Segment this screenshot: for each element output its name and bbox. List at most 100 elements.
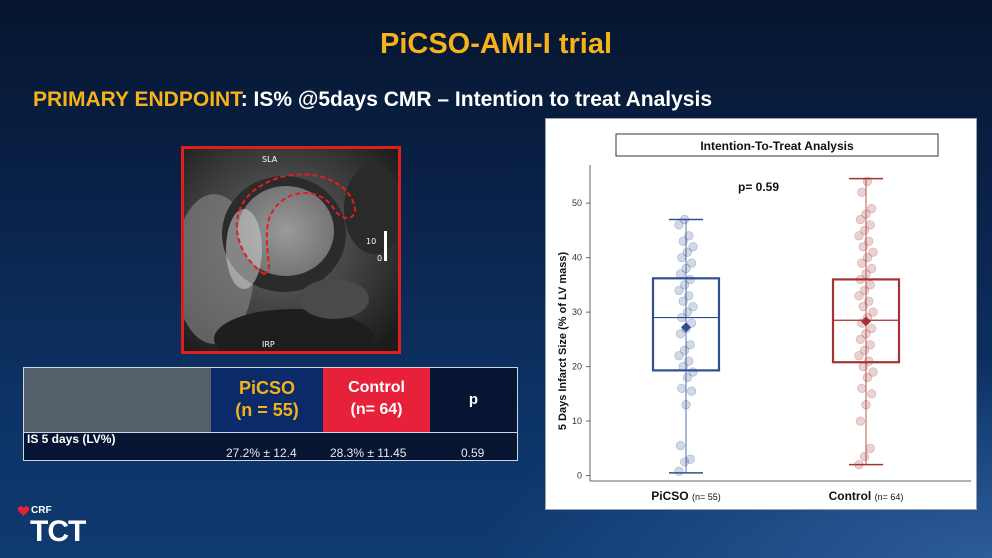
table-header-p: p	[468, 391, 479, 408]
data-point	[674, 220, 684, 230]
data-point	[675, 440, 685, 451]
data-point	[682, 247, 692, 257]
y-axis-label: 5 Days Infarct Size (% of LV mass)	[557, 252, 569, 431]
data-point	[674, 285, 684, 295]
boxplot-chart: Intention-To-Treat Analysis p= 0.59 5 Da…	[545, 118, 977, 510]
crf-text: CRF	[31, 505, 52, 516]
data-point	[681, 263, 691, 274]
data-point	[862, 253, 873, 263]
table-header-picso: PiCSO (n = 55)	[211, 368, 323, 432]
data-point	[675, 329, 685, 339]
data-point	[860, 345, 870, 355]
data-point	[868, 367, 878, 377]
series-picso	[651, 214, 721, 476]
data-point	[688, 302, 698, 312]
mri-label-bottom: IRP	[262, 340, 275, 349]
data-point	[854, 460, 864, 470]
tct-text: TCT	[30, 515, 86, 548]
data-point	[861, 329, 871, 339]
data-point	[861, 209, 871, 219]
data-point	[857, 383, 867, 393]
data-point	[867, 263, 877, 274]
data-point	[682, 372, 692, 383]
data-point	[682, 307, 692, 317]
data-point	[680, 214, 690, 225]
data-point	[862, 176, 873, 186]
infarct-contour	[235, 173, 356, 276]
series-control	[831, 176, 901, 470]
chart-title: Intention-To-Treat Analysis	[700, 139, 854, 153]
data-point	[685, 340, 695, 350]
results-table: PiCSO (n = 55) Control (n= 64) p IS 5 da…	[23, 367, 518, 461]
data-point	[867, 323, 877, 334]
subtitle-accent: PRIMARY ENDPOINT	[33, 88, 241, 111]
cmr-heart-image: SLA IRP 10 0	[184, 149, 398, 351]
chart-p-annotation: p= 0.59	[738, 180, 779, 194]
table-cell-control: 28.3% ± 11.45	[330, 446, 407, 460]
subtitle-rest: : IS% @5days CMR – Intention to treat An…	[240, 88, 712, 111]
mri-scale-top: 10	[366, 237, 376, 246]
data-point	[674, 466, 684, 476]
x-tick-label: PiCSO (n= 55)	[651, 489, 720, 503]
data-point	[855, 214, 866, 225]
data-point	[854, 291, 864, 301]
y-tick-label: 30	[572, 307, 582, 317]
table-corner-cell	[24, 368, 211, 432]
data-point	[868, 247, 878, 257]
data-point	[678, 236, 688, 246]
control-header-n: (n= 64)	[350, 401, 403, 418]
table-cell-picso: 27.2% ± 12.4	[226, 446, 297, 460]
x-tick-label: Control (n= 64)	[829, 489, 904, 503]
data-point	[687, 386, 697, 396]
picso-header-n: (n = 55)	[235, 400, 299, 420]
table-cell-p: 0.59	[461, 446, 485, 460]
picso-header-name: PiCSO	[238, 378, 295, 398]
data-point	[864, 236, 874, 246]
y-tick-label: 20	[572, 362, 582, 372]
slide-title: PiCSO-AMI-I trial	[379, 28, 612, 60]
mri-label-top: SLA	[262, 155, 278, 164]
table-header-control: Control (n= 64)	[323, 368, 430, 432]
y-tick-label: 40	[572, 253, 582, 263]
box	[651, 277, 721, 372]
data-point	[687, 258, 697, 268]
data-point	[684, 231, 694, 241]
cmr-image: SLA IRP 10 0	[181, 146, 401, 354]
data-point	[860, 225, 870, 235]
crf-heart-icon	[17, 506, 30, 516]
data-point	[855, 416, 866, 426]
data-point	[858, 242, 868, 252]
data-point	[854, 231, 864, 241]
y-tick-label: 0	[577, 471, 582, 481]
boxplot-svg: Intention-To-Treat Analysis p= 0.59 5 Da…	[557, 133, 971, 503]
data-point	[684, 291, 694, 301]
mean-marker	[681, 322, 691, 333]
data-point	[680, 345, 690, 355]
data-point	[680, 457, 690, 467]
data-point	[864, 296, 874, 306]
data-point	[857, 187, 867, 197]
mean-marker	[861, 316, 871, 327]
data-point	[865, 280, 875, 290]
slide-subtitle: PRIMARY ENDPOINT: IS% @5days CMR – Inten…	[33, 88, 712, 112]
data-point	[688, 367, 698, 377]
data-point	[861, 269, 871, 279]
data-point	[860, 451, 870, 462]
table-row-label: IS 5 days (LV%)	[27, 432, 116, 446]
table-divider	[24, 432, 517, 433]
data-point	[684, 356, 694, 366]
chart-title-box	[615, 133, 939, 157]
y-tick-label: 50	[572, 198, 582, 208]
data-point	[855, 334, 866, 344]
data-point	[865, 340, 875, 350]
data-point	[688, 242, 698, 252]
data-point	[865, 220, 875, 230]
data-point	[858, 302, 868, 312]
data-point	[854, 351, 864, 361]
data-point	[687, 318, 697, 328]
data-point	[680, 280, 690, 290]
data-point	[677, 253, 687, 263]
mri-scale-bottom: 0	[377, 254, 382, 263]
data-point	[862, 372, 873, 383]
data-point	[681, 400, 691, 410]
